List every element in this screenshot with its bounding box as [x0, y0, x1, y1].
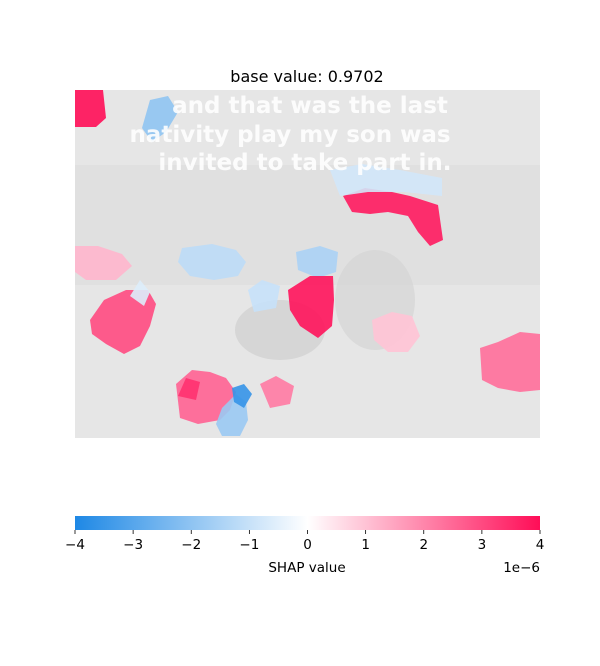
shap-segment-13	[178, 378, 200, 400]
colorbar-tick-label: −3	[123, 537, 143, 553]
image-caption: and that was the last nativity play my s…	[129, 93, 451, 176]
shap-segment-6	[178, 244, 246, 280]
shap-segment-4	[296, 246, 338, 278]
shap-segment-14	[260, 376, 294, 408]
colorbar-tick-label: 3	[478, 537, 487, 553]
colorbar-scale-label: 1e−6	[503, 560, 540, 576]
colorbar-tick-label: 1	[361, 537, 370, 553]
shap-segment-3	[343, 188, 443, 246]
colorbar-gradient	[75, 516, 540, 530]
caption-line-1: and that was the last	[172, 93, 448, 119]
shap-segment-8	[75, 246, 132, 280]
colorbar-tick-label: 4	[536, 537, 545, 553]
shap-segment-12	[232, 384, 252, 408]
shap-segment-1	[75, 90, 106, 127]
shap-segment-15	[372, 312, 420, 352]
colorbar-tick-label: 2	[419, 537, 428, 553]
colorbar-tick-label: −1	[239, 537, 259, 553]
image-panel: and that was the last nativity play my s…	[75, 90, 540, 438]
shap-segment-2	[142, 96, 178, 142]
chart-title: base value: 0.9702	[230, 67, 383, 86]
colorbar-tick-label: −4	[65, 537, 85, 553]
colorbar: −4 −3 −2 −1 0 1 2 3 4 SHAP value 1e−6	[65, 516, 544, 576]
shap-segment-18	[248, 280, 280, 312]
colorbar-tick-label: 0	[303, 537, 312, 553]
colorbar-xlabel: SHAP value	[268, 560, 345, 576]
caption-line-2: nativity play my son was	[129, 122, 450, 148]
shap-segment-17	[130, 280, 150, 306]
colorbar-ticks: −4 −3 −2 −1 0 1 2 3 4	[65, 530, 544, 553]
shap-segments	[75, 90, 540, 436]
shap-segment-16	[330, 164, 442, 196]
shap-segment-5	[288, 276, 334, 338]
shap-segment-9	[480, 332, 540, 392]
caption-line-3: invited to take part in.	[158, 150, 451, 176]
shap-segment-7	[90, 290, 156, 354]
colorbar-tick-label: −2	[181, 537, 201, 553]
